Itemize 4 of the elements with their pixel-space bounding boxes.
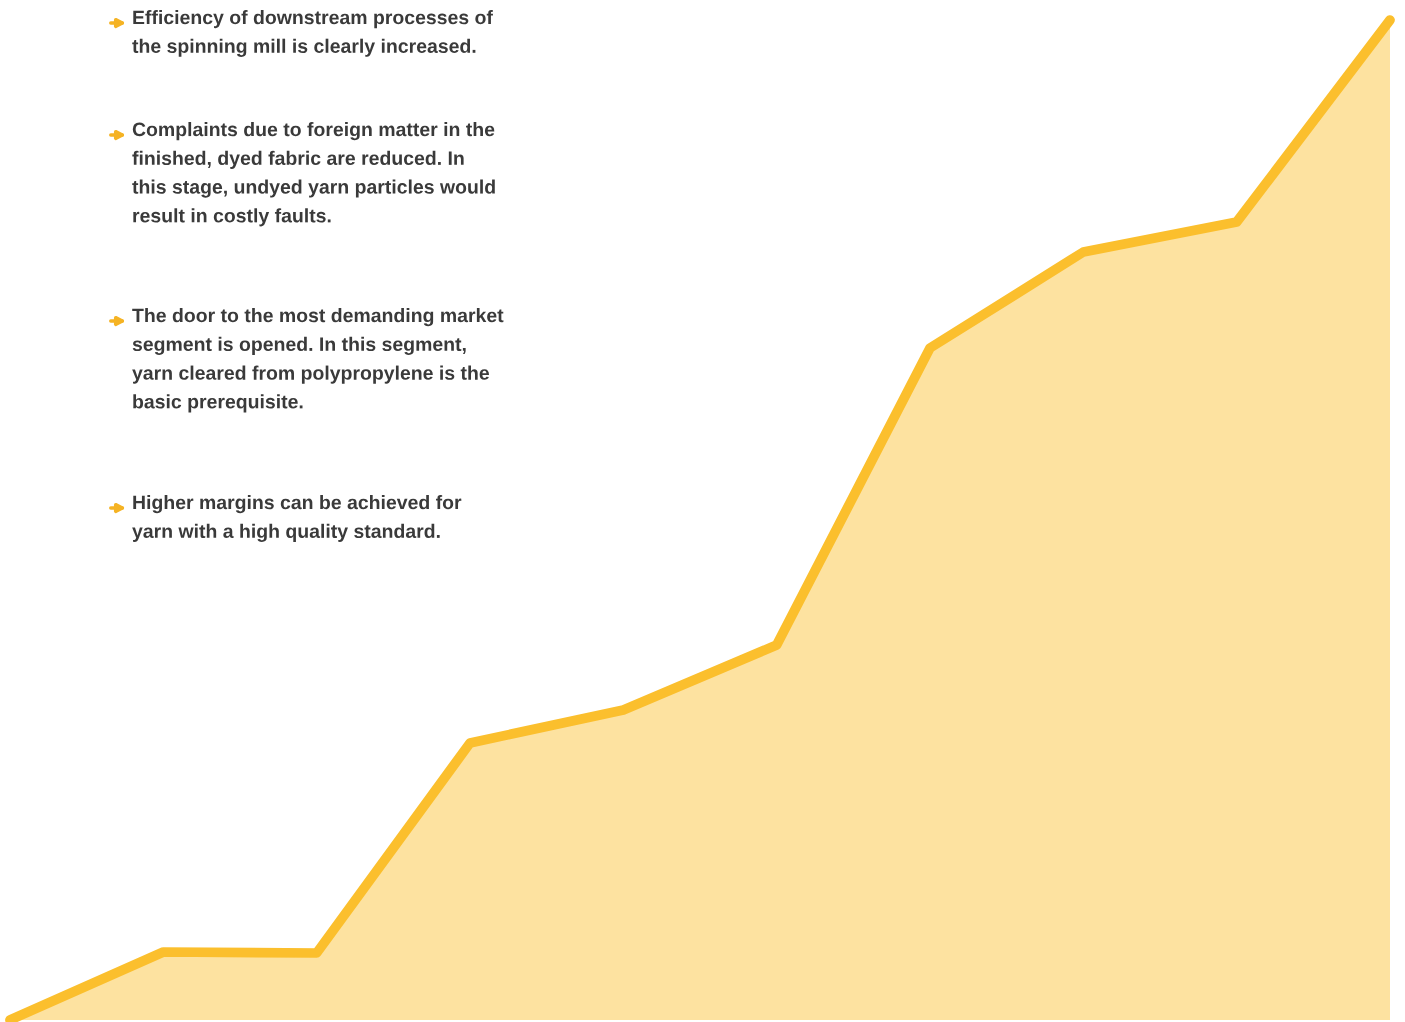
annotation: Efficiency of downstream processes of the spinning mill is clearly increased. (132, 10, 493, 57)
annotation: The door to the most demanding market segment is opened. In this segment, yarn cleared from polypropylene is the basic prerequisite. (132, 308, 504, 413)
annotation: Complaints due to foreign matter in the finished, dyed fabric are reduced. In this stage, undyed yarn particles would result in costly faults. (132, 122, 495, 227)
annotation: Higher margins can be achieved for yarn with a high quality standard. (132, 495, 462, 542)
